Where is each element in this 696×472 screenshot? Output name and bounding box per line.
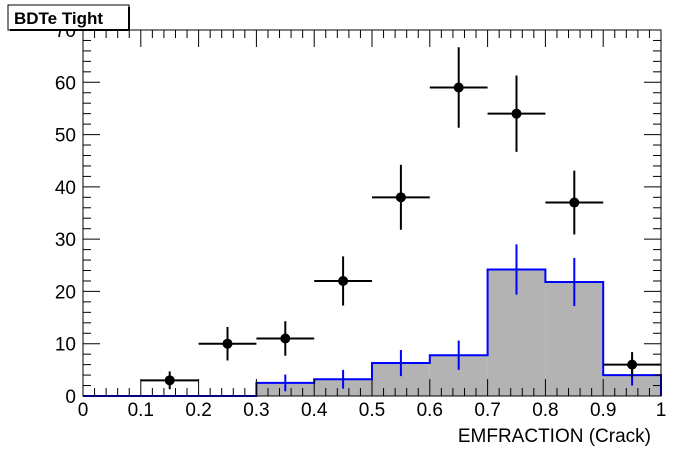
y-tick-label: 10 (55, 335, 76, 356)
data-point (164, 375, 175, 386)
x-tick-label: 0.3 (243, 400, 269, 421)
x-tick-label: 0.2 (185, 400, 211, 421)
y-tick-label: 20 (55, 282, 76, 303)
x-axis-title: EMFRACTION (Crack) (458, 426, 651, 447)
data-point (338, 275, 349, 286)
y-tick-label: 0 (65, 387, 76, 408)
y-tick-label: 40 (55, 178, 76, 199)
data-point (222, 338, 233, 349)
data-point (627, 359, 638, 370)
x-tick-label: 0.6 (417, 400, 443, 421)
title-box: BDTe Tight (7, 4, 130, 31)
data-point (280, 333, 291, 344)
x-tick-label: 0.1 (128, 400, 154, 421)
x-tick-label: 0.4 (301, 400, 328, 421)
x-tick-label: 1 (656, 400, 667, 421)
x-tick-label: 0.9 (590, 400, 616, 421)
data-point (395, 192, 406, 203)
y-tick-label: 30 (55, 230, 76, 251)
y-tick-label: 50 (55, 126, 76, 147)
x-tick-label: 0.8 (532, 400, 558, 421)
data-point (569, 197, 580, 208)
data-point (511, 108, 522, 119)
x-tick-label: 0.7 (474, 400, 500, 421)
x-tick-label: 0.5 (359, 400, 385, 421)
x-tick-label: 0 (78, 400, 89, 421)
mc-histogram-layer (83, 244, 662, 397)
data-points-layer (140, 47, 661, 390)
axis-ticks (82, 29, 662, 397)
y-tick-label: 60 (55, 73, 76, 94)
x-tick-labels: 0 0.1 0.2 0.3 0.4 0.5 0.6 0.7 0.8 0.9 1 (78, 400, 667, 421)
data-point (453, 82, 464, 93)
chart-title: BDTe Tight (14, 9, 103, 28)
